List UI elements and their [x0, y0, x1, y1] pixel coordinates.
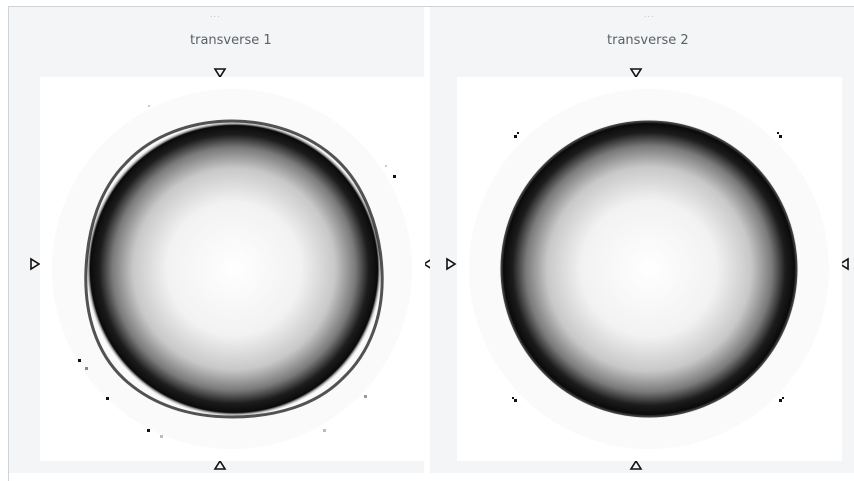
- divider-left: [8, 6, 9, 481]
- panel-transverse-2: ... transverse 2: [430, 7, 854, 473]
- divider-top: [8, 6, 854, 7]
- beam-profile-image: [40, 77, 425, 461]
- triangle-down-icon[interactable]: [213, 66, 227, 80]
- panel-title: transverse 1: [190, 33, 272, 48]
- triangle-right-icon[interactable]: [28, 257, 42, 271]
- triangle-up-icon[interactable]: [629, 458, 643, 472]
- panel-drag-handle[interactable]: ...: [210, 10, 221, 19]
- triangle-down-icon[interactable]: [629, 66, 643, 80]
- triangle-up-icon[interactable]: [213, 458, 227, 472]
- triangle-right-icon[interactable]: [444, 257, 458, 271]
- panel-drag-handle[interactable]: ...: [644, 10, 655, 19]
- panel-title: transverse 2: [607, 33, 689, 48]
- triangle-left-icon[interactable]: [837, 257, 851, 271]
- panel-transverse-1: ... transverse 1: [9, 7, 433, 473]
- beam-profile-image: [457, 77, 842, 461]
